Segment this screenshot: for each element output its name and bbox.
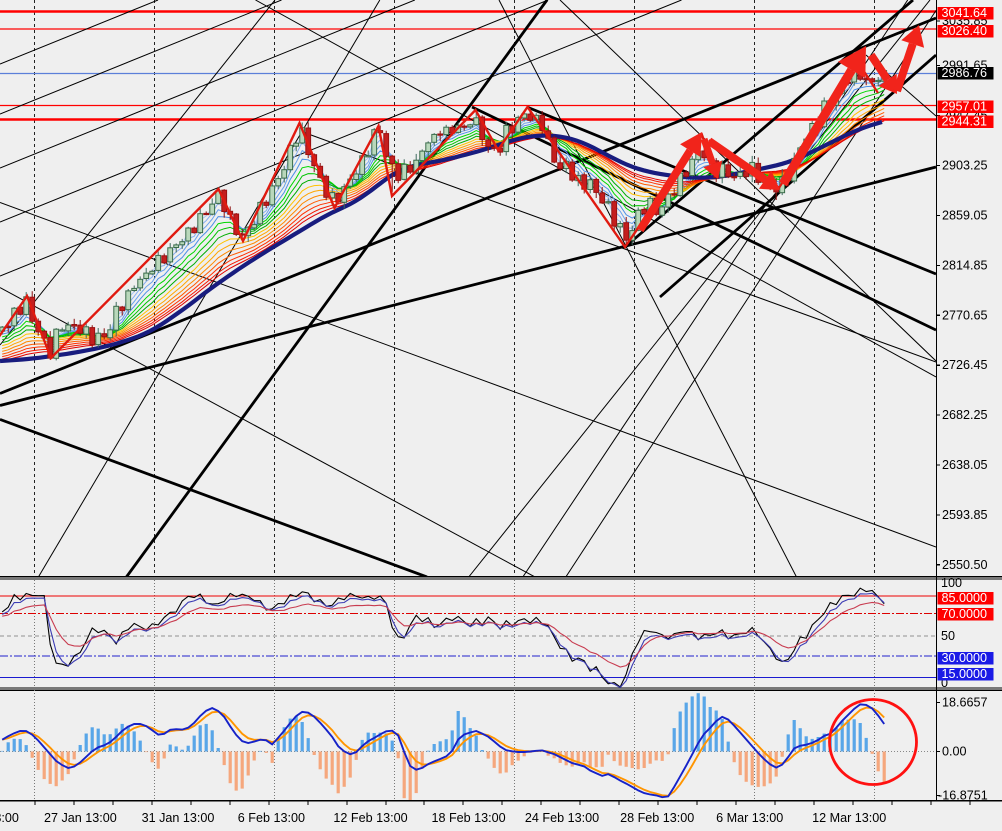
- svg-text:50: 50: [941, 629, 955, 643]
- svg-text:6 Feb 13:00: 6 Feb 13:00: [238, 811, 305, 825]
- svg-text:12 Mar 13:00: 12 Mar 13:00: [812, 811, 886, 825]
- svg-text:2957.01: 2957.01: [942, 99, 988, 113]
- svg-text:18.6657: 18.6657: [942, 696, 988, 710]
- svg-text:2903.25: 2903.25: [942, 159, 988, 173]
- svg-text:15.0000: 15.0000: [942, 667, 988, 681]
- svg-text:3041.64: 3041.64: [942, 6, 988, 20]
- svg-text:2770.65: 2770.65: [942, 308, 988, 322]
- svg-text:0: 0: [941, 676, 948, 690]
- svg-text:18 Feb 13:00: 18 Feb 13:00: [431, 811, 505, 825]
- svg-text:2682.25: 2682.25: [942, 408, 988, 422]
- svg-text:6 Mar 13:00: 6 Mar 13:00: [716, 811, 783, 825]
- svg-text:2638.05: 2638.05: [942, 458, 988, 472]
- svg-text:2550.50: 2550.50: [942, 558, 988, 572]
- svg-text:28 Feb 13:00: 28 Feb 13:00: [620, 811, 694, 825]
- svg-text:2859.05: 2859.05: [942, 209, 988, 223]
- svg-text:2593.85: 2593.85: [942, 508, 988, 522]
- svg-text:24 Feb 13:00: 24 Feb 13:00: [525, 811, 599, 825]
- svg-text:2986.76: 2986.76: [942, 66, 988, 80]
- svg-text:31 Jan 13:00: 31 Jan 13:00: [142, 811, 215, 825]
- svg-text:12 Feb 13:00: 12 Feb 13:00: [333, 811, 407, 825]
- svg-text:27 Jan 13:00: 27 Jan 13:00: [44, 811, 117, 825]
- svg-text:30.0000: 30.0000: [942, 651, 988, 665]
- svg-text:2726.45: 2726.45: [942, 358, 988, 372]
- svg-text:3026.40: 3026.40: [942, 24, 988, 38]
- svg-text:-16.8751: -16.8751: [938, 788, 988, 802]
- svg-text:2944.31: 2944.31: [942, 115, 988, 129]
- svg-text:85.0000: 85.0000: [942, 591, 988, 605]
- svg-text:2814.85: 2814.85: [942, 258, 988, 272]
- svg-text:23 Jan 13:00: 23 Jan 13:00: [0, 811, 19, 825]
- svg-text:100: 100: [941, 576, 962, 590]
- svg-text:0.00: 0.00: [942, 745, 967, 759]
- svg-text:70.0000: 70.0000: [942, 607, 988, 621]
